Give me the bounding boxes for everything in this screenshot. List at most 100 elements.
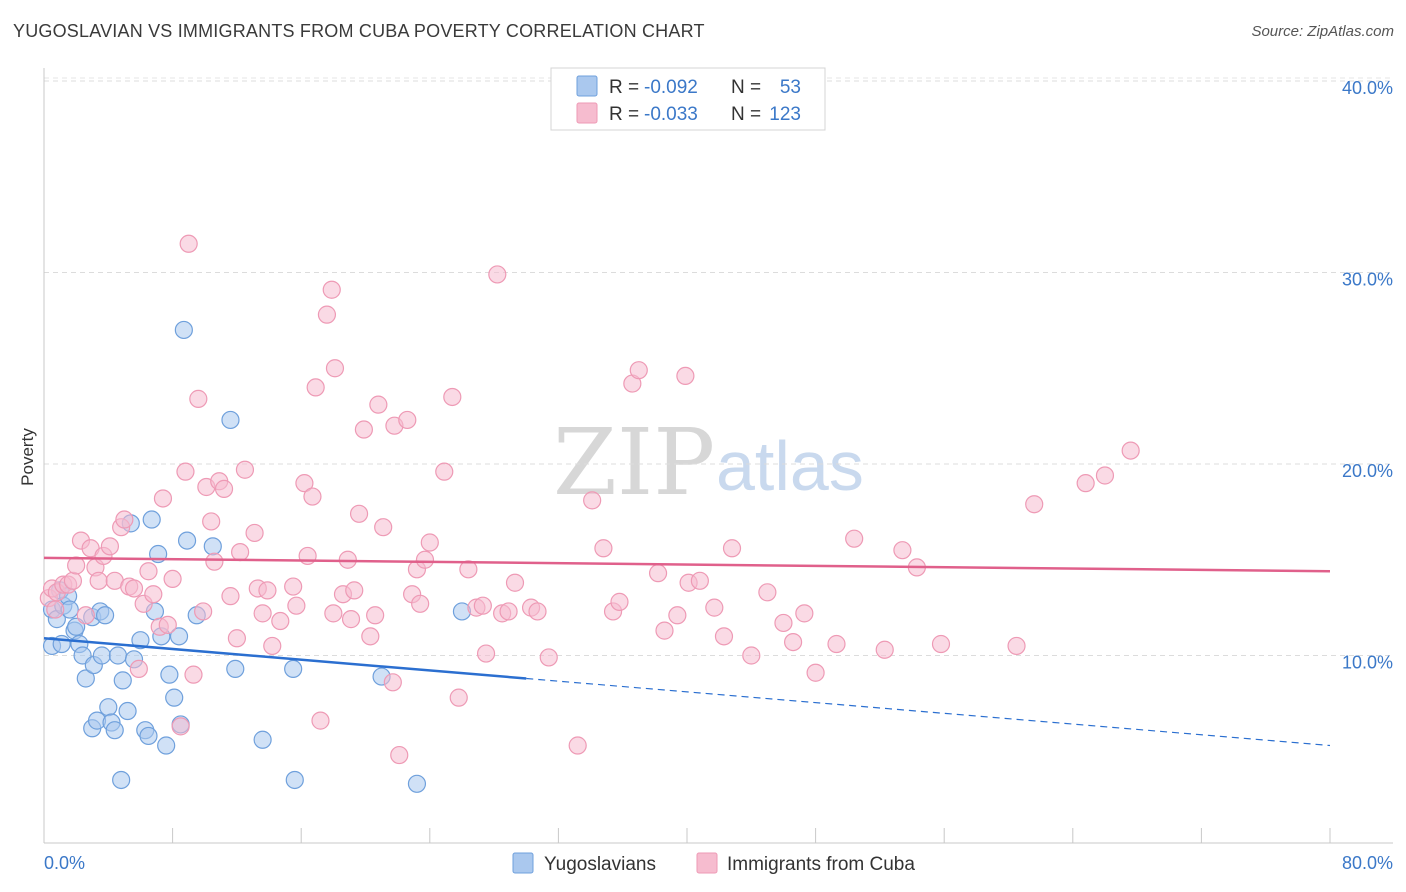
cuba-point-79: [435, 462, 454, 481]
cuba-point-68: [369, 395, 388, 414]
yugoslavian-point-32: [142, 510, 161, 529]
cuba-point-26: [158, 615, 177, 634]
cuba-point-101: [655, 621, 674, 640]
chart-title: YUGOSLAVIAN VS IMMIGRANTS FROM CUBA POVE…: [13, 21, 705, 41]
cuba-point-91: [528, 602, 547, 621]
y-tick-label-1: 20.0%: [1342, 461, 1393, 481]
cuba-point-28: [171, 717, 190, 736]
cuba-point-95: [594, 539, 613, 558]
cuba-point-121: [1007, 636, 1026, 656]
cuba-point-80: [443, 387, 462, 407]
y-tick-label-0: 10.0%: [1342, 653, 1393, 673]
legend-n-value-2: 123: [769, 104, 801, 125]
legend-bottom-label-yugoslavians: Yugoslavians: [544, 854, 656, 875]
cuba-point-32: [189, 389, 208, 408]
x-tick-label-max: 80.0%: [1342, 853, 1393, 873]
cuba-point-67: [366, 606, 385, 625]
cuba-point-49: [284, 577, 303, 596]
cuba-point-92: [539, 648, 558, 667]
cuba-point-53: [303, 487, 322, 506]
y-tick-labels: 10.0% 20.0% 30.0% 40.0%: [1342, 78, 1393, 673]
cuba-point-6: [63, 571, 83, 590]
yugoslavian-point-25: [113, 671, 132, 690]
legend-swatch-cuba: [576, 102, 598, 124]
cuba-point-12: [89, 571, 108, 590]
cuba-point-125: [1121, 441, 1140, 460]
cuba-point-118: [893, 541, 912, 560]
cuba-point-73: [398, 410, 417, 430]
cuba-point-124: [1095, 466, 1115, 485]
cuba-point-59: [325, 359, 345, 378]
yugoslavian-point-37: [160, 665, 179, 684]
yugoslavian-point-46: [226, 659, 245, 679]
cuba-point-33: [194, 602, 213, 621]
yugoslavian-point-39: [169, 627, 189, 646]
yugoslavian-point-31: [139, 726, 158, 746]
cuba-point-57: [322, 280, 341, 299]
yugoslavian-point-22: [105, 721, 124, 740]
cuba-point-113: [795, 604, 814, 623]
cuba-point-108: [722, 539, 742, 558]
yugoslavian-point-36: [157, 736, 176, 755]
legend-n-value-1: 53: [780, 77, 801, 98]
cuba-point-41: [231, 542, 250, 562]
legend-r-value-2: -0.033: [644, 104, 698, 125]
cuba-point-51: [295, 474, 314, 493]
cuba-point-36: [205, 552, 224, 571]
cuba-point-2: [46, 600, 65, 619]
cuba-point-54: [306, 378, 325, 397]
legend-n-label-2: N =: [731, 104, 761, 125]
cuba-point-56: [317, 305, 337, 324]
legend-top: R = -0.092 N = 53 R = -0.033 N = 123: [550, 67, 826, 131]
cuba-point-97: [610, 592, 629, 611]
trend-lines: [43, 556, 1331, 747]
cuba-point-115: [827, 634, 846, 654]
cuba-point-58: [324, 604, 343, 623]
cuba-point-94: [583, 491, 602, 510]
cuba-point-30: [179, 234, 198, 253]
cuba-point-122: [1025, 495, 1044, 514]
cuba-point-77: [415, 550, 435, 569]
cuba-point-40: [227, 629, 246, 648]
cuba-point-114: [806, 663, 825, 682]
cuba-point-112: [783, 632, 803, 652]
legend-swatch-yugoslavians: [576, 75, 598, 97]
yugoslavian-point-12: [76, 669, 95, 688]
cuba-point-89: [505, 573, 525, 592]
yugoslavian-point-20: [99, 698, 118, 717]
yugoslavian-point-45: [221, 410, 240, 430]
cuba-point-7: [67, 556, 86, 575]
cuba-point-47: [263, 636, 282, 656]
y-tick-label-2: 30.0%: [1342, 270, 1393, 290]
cuba-point-70: [383, 673, 402, 692]
cuba-point-85: [476, 644, 496, 663]
cuba-point-82: [459, 560, 478, 579]
yugoslavian-point-48: [284, 659, 303, 679]
watermark-zip: ZIP: [553, 409, 715, 516]
x-tick-label-min: 0.0%: [44, 853, 85, 873]
cuba-point-84: [473, 596, 492, 615]
cuba-point-116: [845, 529, 864, 548]
cuba-point-43: [245, 523, 264, 543]
trend-line-yugoslavians-projection: [526, 677, 1331, 747]
yugoslavian-point-44: [203, 537, 222, 556]
cuba-point-38: [214, 479, 234, 498]
cuba-point-103: [676, 366, 695, 386]
yugoslavian-point-19: [95, 606, 115, 625]
cuba-point-69: [374, 518, 393, 537]
cuba-point-63: [345, 581, 364, 600]
cuba-point-76: [411, 594, 430, 613]
cuba-point-55: [311, 711, 330, 730]
cuba-point-111: [774, 613, 793, 633]
yugoslavian-point-38: [165, 688, 184, 707]
cuba-point-72: [390, 745, 409, 765]
cuba-point-27: [163, 569, 182, 589]
cuba-point-45: [253, 604, 272, 623]
legend-bottom-swatch-yugoslavians: [512, 852, 534, 874]
cuba-point-93: [568, 736, 587, 755]
cuba-point-29: [176, 462, 195, 481]
cuba-point-14: [100, 537, 120, 556]
legend-bottom: Yugoslavians Immigrants from Cuba: [512, 852, 915, 875]
legend-n-label-1: N =: [731, 77, 761, 98]
